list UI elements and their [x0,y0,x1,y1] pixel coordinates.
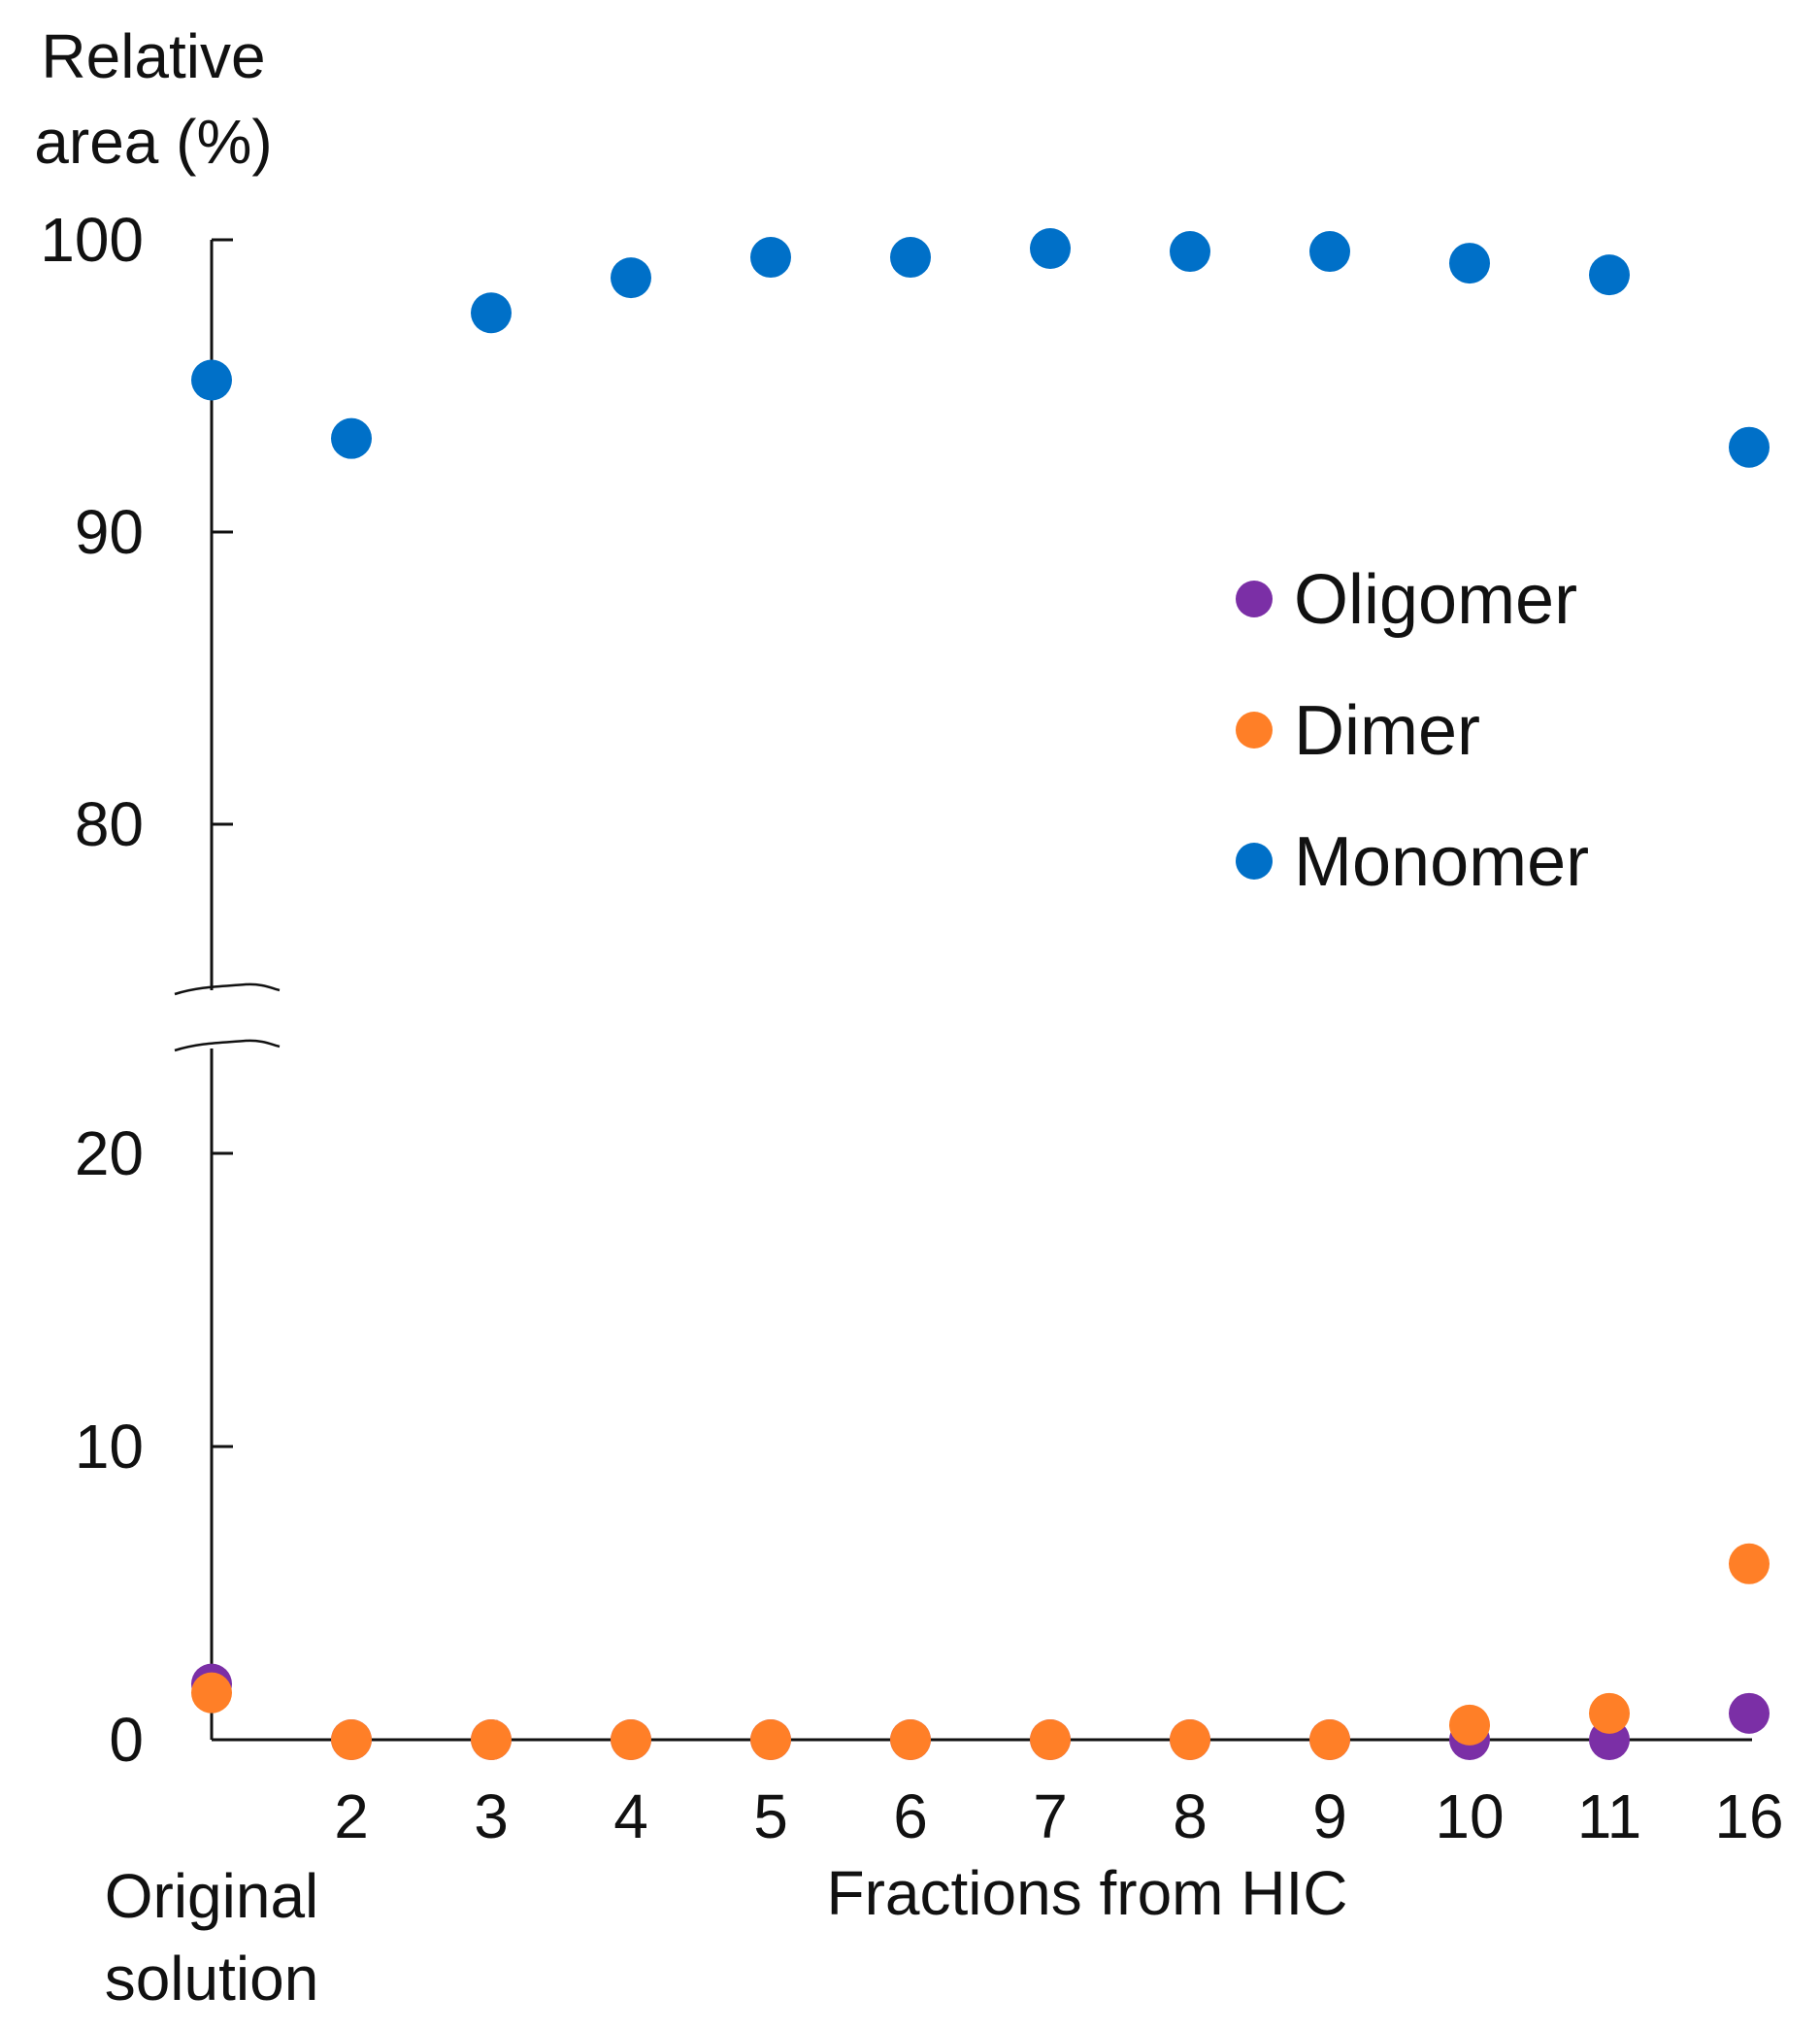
point-monomer-9 [1309,231,1350,273]
x-tick-label-8: 8 [1173,1781,1208,1851]
x-tick-label-4: 4 [613,1781,648,1851]
x-tick-label-7: 7 [1033,1781,1068,1851]
point-dimer-5 [750,1719,791,1760]
x-tick-label-11: 11 [1577,1781,1641,1851]
series-monomer [191,228,1770,468]
point-monomer-original-solution [191,359,232,401]
x-axis-title: Fractions from HIC [827,1858,1348,1928]
point-dimer-8 [1170,1719,1210,1760]
point-monomer-11 [1589,254,1630,296]
point-oligomer-16 [1729,1692,1770,1734]
y-tick-label-90: 90 [75,497,144,567]
point-dimer-6 [890,1719,931,1760]
y-tick-label-80: 80 [75,789,144,859]
x-tick-label-3: 3 [474,1781,509,1851]
series-dimer [191,1543,1770,1760]
legend: Oligomer Dimer Monomer [1236,561,1589,901]
point-monomer-6 [890,237,931,279]
legend-marker-monomer [1236,843,1273,880]
point-dimer-10 [1449,1704,1490,1746]
y-tick-label-10: 10 [75,1412,144,1481]
point-dimer-3 [471,1719,512,1760]
y-tick-label-100: 100 [40,205,144,275]
point-monomer-16 [1729,426,1770,468]
point-dimer-7 [1030,1719,1071,1760]
point-monomer-7 [1030,228,1071,270]
y-axis-title-line-2: area (%) [34,107,272,177]
x-ticks: 2 3 4 5 6 7 8 9 10 11 16 [334,1781,1783,1851]
axis-break-mark-upper [174,982,281,996]
point-monomer-10 [1449,243,1490,284]
point-monomer-3 [471,292,512,334]
point-dimer-4 [611,1719,651,1760]
legend-label-dimer: Dimer [1294,692,1480,770]
y-axis-title-line-1: Relative [41,21,265,91]
x-tick-label-16: 16 [1714,1781,1783,1851]
y-tick-label-0: 0 [109,1705,144,1775]
point-dimer-9 [1309,1719,1350,1760]
x-tick-label-original-line-1: Original [105,1861,319,1931]
point-monomer-2 [331,417,372,459]
axis-break-mark-lower [174,1039,281,1052]
point-dimer-original-solution [191,1672,232,1714]
point-dimer-2 [331,1719,372,1760]
x-tick-label-9: 9 [1312,1781,1347,1851]
legend-marker-oligomer [1236,581,1273,617]
x-tick-label-original-line-2: solution [105,1944,319,2013]
legend-label-oligomer: Oligomer [1294,561,1577,639]
y-tick-label-20: 20 [75,1118,144,1188]
point-monomer-4 [611,257,651,299]
data-points [191,228,1770,1760]
y-ticks: 0 10 20 80 90 100 [40,205,233,1775]
x-tick-label-5: 5 [753,1781,788,1851]
point-monomer-5 [750,237,791,279]
series-oligomer [191,1663,1770,1760]
axes [174,240,1752,1742]
x-tick-label-10: 10 [1435,1781,1504,1851]
legend-marker-dimer [1236,712,1273,749]
x-tick-label-2: 2 [334,1781,369,1851]
point-dimer-11 [1589,1692,1630,1734]
legend-label-monomer: Monomer [1294,823,1589,901]
x-tick-label-6: 6 [893,1781,928,1851]
point-monomer-8 [1170,231,1210,273]
point-dimer-16 [1729,1543,1770,1584]
